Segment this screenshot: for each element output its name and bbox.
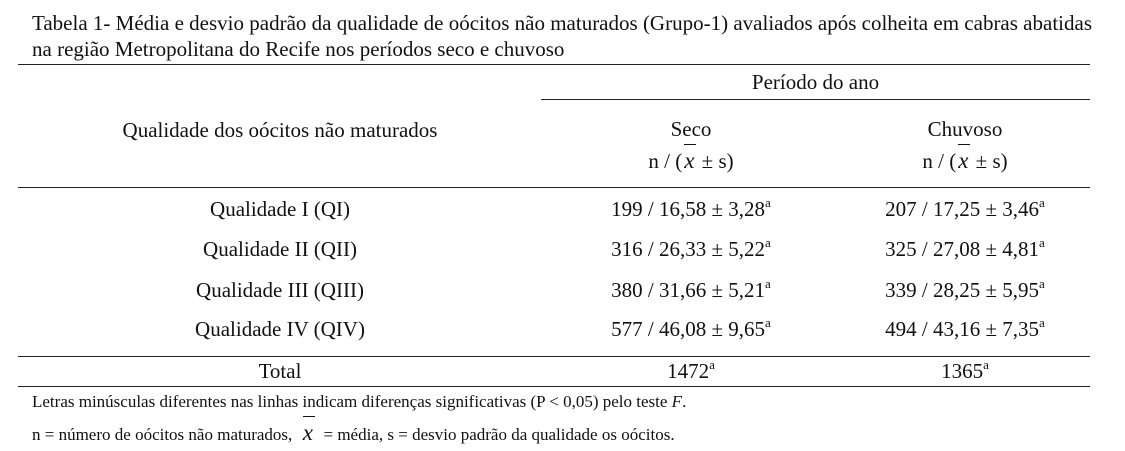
cell-chuvoso: 494 / 43,16 ± 7,35a [885, 315, 1045, 341]
mean-symbol: x [684, 144, 697, 173]
cell-chuvoso: 325 / 27,08 ± 4,81a [885, 235, 1045, 261]
cell-seco: 316 / 26,33 ± 5,22a [611, 235, 771, 261]
group-rule [541, 99, 1090, 100]
total-label: Total [258, 359, 302, 383]
column-subheader-chuvoso: n / (x ± s) [922, 144, 1008, 173]
footnote-definitions: n = número de oócitos não maturados, x =… [32, 416, 675, 445]
row-label: Qualidade II (QII) [203, 237, 357, 261]
row-header: Qualidade dos oócitos não maturados [122, 118, 438, 142]
table-caption: Tabela 1- Média e desvio padrão da quali… [32, 11, 1092, 61]
total-chuvoso: 1365a [941, 357, 989, 383]
cell-chuvoso: 207 / 17,25 ± 3,46a [885, 195, 1045, 221]
column-subheader-seco: n / (x ± s) [648, 144, 734, 173]
cell-seco: 577 / 46,08 ± 9,65a [611, 315, 771, 341]
column-header-chuvoso: Chuvoso [927, 117, 1003, 141]
cell-seco: 199 / 16,58 ± 3,28a [611, 195, 771, 221]
header-rule [18, 187, 1090, 188]
bottom-rule [18, 386, 1090, 387]
row-label: Qualidade I (QI) [210, 197, 350, 221]
cell-chuvoso: 339 / 28,25 ± 5,95a [885, 276, 1045, 302]
total-seco: 1472a [667, 357, 715, 383]
footnote-significance: Letras minúsculas diferentes nas linhas … [32, 392, 687, 411]
mean-symbol: x [302, 416, 316, 445]
mean-symbol: x [958, 144, 971, 173]
row-label: Qualidade IV (QIV) [195, 317, 365, 341]
top-rule [18, 64, 1090, 65]
total-top-rule [18, 356, 1090, 357]
row-label: Qualidade III (QIII) [196, 278, 364, 302]
column-header-seco: Seco [670, 117, 712, 141]
period-group-header: Período do ano [751, 70, 880, 94]
cell-seco: 380 / 31,66 ± 5,21a [611, 276, 771, 302]
